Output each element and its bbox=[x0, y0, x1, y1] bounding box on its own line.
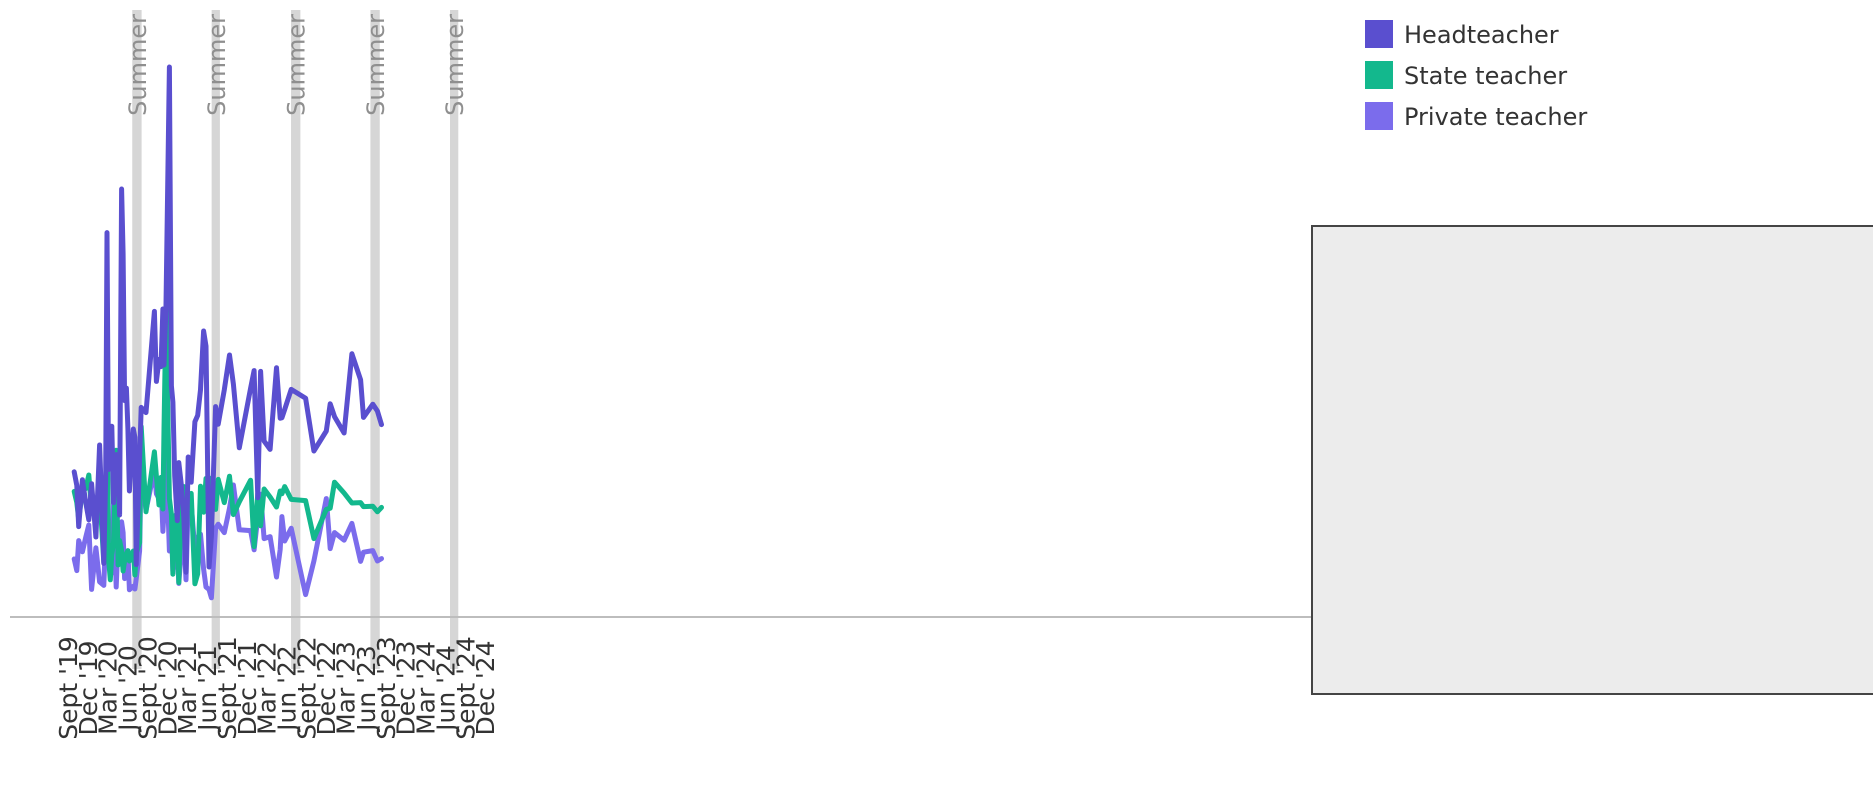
x-tick-label: Sept '24 bbox=[451, 636, 480, 740]
x-tick-label: Mar '22 bbox=[252, 641, 281, 735]
legend: Headteacher State teacher Private teacher bbox=[1365, 20, 1587, 131]
x-tick-label: Sept '21 bbox=[213, 636, 242, 740]
series-lines bbox=[71, 64, 384, 601]
x-tick-label: Mar '20 bbox=[94, 641, 123, 735]
overlay-panel bbox=[1311, 225, 1873, 695]
legend-swatch bbox=[1365, 20, 1393, 48]
summer-band-4 bbox=[450, 10, 459, 669]
x-tick-label: Dec '24 bbox=[471, 640, 500, 735]
x-tick-label: Sept '19 bbox=[54, 636, 83, 740]
legend-label: Private teacher bbox=[1404, 103, 1587, 131]
x-tick-label: Mar '24 bbox=[411, 641, 440, 735]
summer-band-label: Summer bbox=[124, 14, 152, 116]
summer-band-2 bbox=[291, 10, 301, 669]
legend-label: State teacher bbox=[1404, 62, 1567, 90]
x-tick-label: Sept '23 bbox=[372, 636, 401, 740]
legend-swatch bbox=[1365, 61, 1393, 89]
summer-band-3 bbox=[370, 10, 380, 669]
legend-swatch bbox=[1365, 102, 1393, 130]
x-tick-label: Dec '23 bbox=[392, 640, 421, 735]
x-tick-label: Jun '23 bbox=[352, 645, 381, 733]
x-tick-label: Jun '20 bbox=[114, 645, 143, 733]
summer-band-label: Summer bbox=[283, 14, 311, 116]
summer-band-1 bbox=[211, 10, 220, 669]
summer-band-label: Summer bbox=[203, 14, 231, 116]
x-tick-label: Dec '20 bbox=[153, 640, 182, 735]
x-tick-label: Mar '23 bbox=[332, 641, 361, 735]
summer-band-0 bbox=[132, 10, 142, 669]
x-tick-label: Jun '24 bbox=[431, 645, 460, 733]
x-tick-label: Sept '20 bbox=[134, 636, 163, 740]
legend-label: Headteacher bbox=[1404, 21, 1559, 49]
x-tick-label: Mar '21 bbox=[173, 641, 202, 735]
summer-band-label: Summer bbox=[362, 14, 390, 116]
summer-bands: Summer Summer Summer Summer Summer bbox=[124, 10, 469, 669]
x-tick-label: Dec '19 bbox=[74, 640, 103, 735]
x-tick-label: Sept '22 bbox=[292, 636, 321, 740]
x-tick-label: Dec '21 bbox=[233, 640, 262, 735]
series-line-headteacher bbox=[71, 64, 384, 575]
x-tick-label: Dec '22 bbox=[312, 640, 341, 735]
summer-band-label: Summer bbox=[441, 14, 469, 116]
x-tick-label: Jun '21 bbox=[193, 645, 222, 733]
x-tick-label: Jun '22 bbox=[272, 645, 301, 733]
